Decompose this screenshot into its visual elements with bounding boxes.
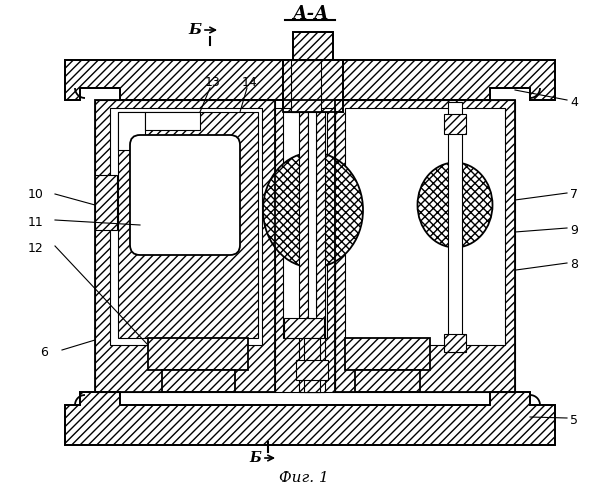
Polygon shape xyxy=(118,112,258,338)
Polygon shape xyxy=(65,392,555,445)
Polygon shape xyxy=(65,60,555,100)
Bar xyxy=(291,60,321,112)
Polygon shape xyxy=(335,100,515,392)
Text: 13: 13 xyxy=(205,76,221,88)
Polygon shape xyxy=(148,338,248,370)
Text: 4: 4 xyxy=(570,96,578,108)
Polygon shape xyxy=(345,108,505,345)
Text: 14: 14 xyxy=(242,76,258,88)
Polygon shape xyxy=(355,370,420,392)
Text: 11: 11 xyxy=(28,216,44,228)
Bar xyxy=(308,112,316,318)
FancyBboxPatch shape xyxy=(130,135,240,255)
Polygon shape xyxy=(283,112,327,338)
Polygon shape xyxy=(118,112,145,150)
Text: 12: 12 xyxy=(28,242,44,254)
Polygon shape xyxy=(293,32,333,60)
Bar xyxy=(296,360,328,380)
Polygon shape xyxy=(162,370,235,392)
Bar xyxy=(448,102,462,352)
Text: Фиг. 1: Фиг. 1 xyxy=(279,471,329,485)
Bar xyxy=(299,112,325,392)
Polygon shape xyxy=(145,112,200,130)
Text: 10: 10 xyxy=(28,188,44,202)
Bar xyxy=(308,112,316,318)
Text: 5: 5 xyxy=(570,414,578,426)
Bar xyxy=(444,114,466,134)
Polygon shape xyxy=(110,108,262,345)
Polygon shape xyxy=(95,100,275,392)
Text: Б: Б xyxy=(189,23,202,37)
Text: А-А: А-А xyxy=(292,5,328,23)
Bar xyxy=(304,338,320,392)
Polygon shape xyxy=(283,60,343,112)
Polygon shape xyxy=(345,338,430,370)
Text: 6: 6 xyxy=(40,346,48,358)
Bar xyxy=(444,334,466,352)
Text: Б: Б xyxy=(249,451,261,465)
Bar xyxy=(95,175,117,230)
Ellipse shape xyxy=(263,152,363,268)
Bar xyxy=(284,318,324,338)
Polygon shape xyxy=(275,108,335,392)
Text: 9: 9 xyxy=(570,224,578,236)
Text: 8: 8 xyxy=(570,258,578,272)
Ellipse shape xyxy=(418,162,493,248)
Text: 7: 7 xyxy=(570,188,578,202)
